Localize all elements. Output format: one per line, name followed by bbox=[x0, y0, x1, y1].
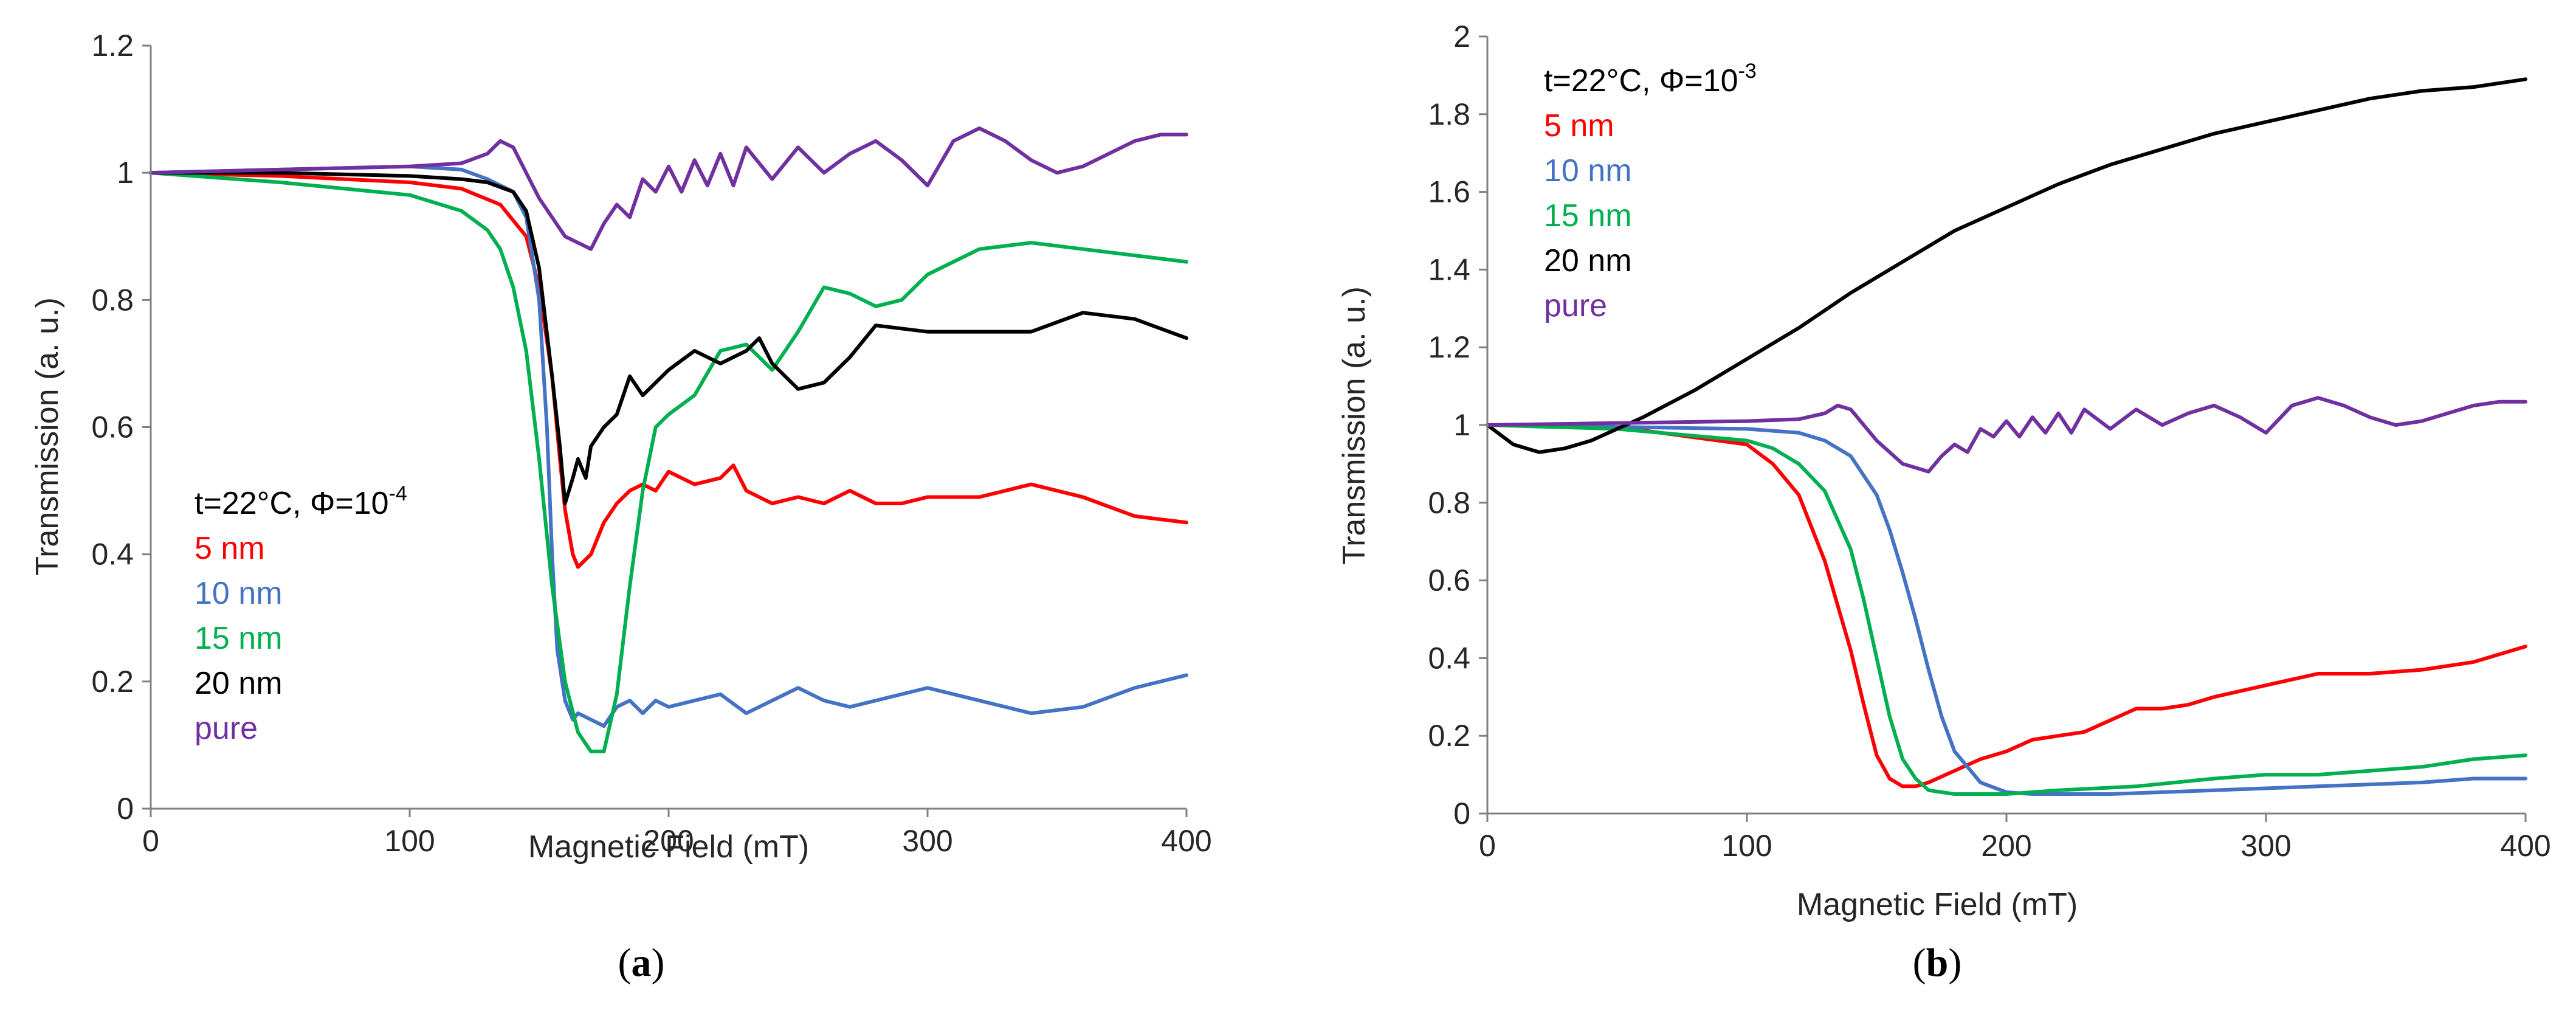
x-axis-title-b: Magnetic Field (mT) bbox=[1797, 887, 2078, 922]
x-tick-label-a: 200 bbox=[643, 824, 694, 858]
y-tick-label-b: 1.6 bbox=[1428, 175, 1470, 209]
legend-title-exponent-a: -4 bbox=[389, 482, 407, 505]
series-line-pure-b bbox=[1486, 396, 2527, 474]
series-line-10-nm-b bbox=[1486, 423, 2527, 796]
x-tick-label-b: 0 bbox=[1479, 829, 1496, 863]
y-tick-label-a: 0.6 bbox=[91, 410, 134, 444]
panel-label-b-letter: b bbox=[1926, 941, 1949, 985]
y-tick-label-b: 1 bbox=[1453, 408, 1470, 442]
legend-title-main-b: t=22°C, Φ=10 bbox=[1544, 63, 1738, 98]
y-tick-label-b: 0.8 bbox=[1428, 486, 1470, 520]
legend-entry-10-nm-a: 10 nm bbox=[195, 576, 283, 611]
legend-title-exponent-b: -3 bbox=[1738, 60, 1757, 83]
legend-title-a: t=22°C, Φ=10-4 bbox=[195, 482, 407, 521]
y-tick-label-b: 1.8 bbox=[1428, 97, 1470, 131]
series-line-15-nm-b bbox=[1486, 423, 2527, 796]
x-tick-label-a: 100 bbox=[384, 824, 435, 858]
x-tick-label-b: 200 bbox=[1981, 829, 2031, 863]
y-tick-label-b: 0.4 bbox=[1428, 641, 1470, 675]
x-tick-label-a: 300 bbox=[902, 824, 952, 858]
y-tick-label-b: 1.4 bbox=[1428, 252, 1470, 286]
y-tick-label-a: 0.8 bbox=[91, 283, 134, 317]
series-line-20-nm-a bbox=[149, 171, 1188, 505]
panel-label-a-letter: a bbox=[632, 941, 652, 985]
y-tick-label-b: 0.6 bbox=[1428, 564, 1470, 598]
series-line-5-nm-b bbox=[1486, 423, 2527, 789]
legend-entry-10-nm-b: 10 nm bbox=[1544, 153, 1632, 188]
y-tick-label-b: 0 bbox=[1453, 797, 1470, 831]
series-line-pure-a bbox=[149, 126, 1188, 251]
y-axis-title-a: Transmission (a. u.) bbox=[30, 297, 65, 576]
legend-a: t=22°C, Φ=10-4 5 nm 10 nm 15 nm 20 nm pure bbox=[195, 482, 407, 746]
chart-panel-a: 0 100 200 300 400 0 0.2 0.4 0.6 0.8 1 1.2 Magnetic … bbox=[30, 29, 1212, 985]
chart-panel-b: 0 100 200 300 400 0 0.2 0.4 0.6 0.8 1 1.2 1.4 1.6 1.8 2… bbox=[1337, 19, 2551, 985]
y-axis-title-b: Transmission (a. u.) bbox=[1337, 286, 1372, 565]
y-tick-label-b: 1.2 bbox=[1428, 330, 1470, 364]
x-tick-label-b: 400 bbox=[2500, 829, 2550, 863]
legend-b: t=22°C, Φ=10-3 5 nm 10 nm 15 nm 20 nm pure bbox=[1544, 60, 1757, 323]
panel-label-a: (a) bbox=[618, 941, 665, 985]
x-tick-label-b: 300 bbox=[2240, 829, 2291, 863]
y-tick-label-b: 0.2 bbox=[1428, 719, 1470, 753]
axes-a: 0 100 200 300 400 0 0.2 0.4 0.6 0.8 1 1.2 bbox=[91, 29, 1211, 858]
legend-entry-5-nm-b: 5 nm bbox=[1544, 108, 1614, 143]
x-tick-label-b: 100 bbox=[1721, 829, 1772, 863]
legend-entry-20-nm-b: 20 nm bbox=[1544, 243, 1632, 278]
y-tick-label-a: 0 bbox=[117, 792, 134, 826]
y-tick-label-a: 0.2 bbox=[91, 665, 134, 699]
legend-title-b: t=22°C, Φ=10-3 bbox=[1544, 60, 1757, 98]
x-tick-label-a: 0 bbox=[142, 824, 159, 858]
y-tick-label-a: 1.2 bbox=[91, 29, 134, 63]
series-line-15-nm-a bbox=[149, 171, 1188, 753]
legend-entry-pure-b: pure bbox=[1544, 288, 1607, 323]
legend-entry-15-nm-a: 15 nm bbox=[195, 621, 283, 656]
legend-entry-pure-a: pure bbox=[195, 711, 258, 746]
y-tick-label-a: 1 bbox=[117, 156, 134, 190]
legend-entry-15-nm-b: 15 nm bbox=[1544, 198, 1632, 233]
legend-title-main-a: t=22°C, Φ=10 bbox=[195, 486, 389, 521]
axes-b: 0 100 200 300 400 0 0.2 0.4 0.6 0.8 1 1.2 1.4 1.6 1.8 2 bbox=[1428, 19, 2550, 863]
legend-entry-20-nm-a: 20 nm bbox=[195, 666, 283, 701]
series-line-20-nm-b bbox=[1486, 77, 2527, 454]
y-tick-label-a: 0.4 bbox=[91, 537, 134, 572]
x-tick-label-a: 400 bbox=[1161, 824, 1211, 858]
panel-label-b: (b) bbox=[1913, 941, 1962, 985]
series-line-10-nm-a bbox=[149, 164, 1188, 728]
x-axis-title-a: Magnetic Field (mT) bbox=[528, 829, 809, 865]
legend-entry-5-nm-a: 5 nm bbox=[195, 531, 265, 566]
y-tick-label-b: 2 bbox=[1453, 19, 1470, 54]
plot-series-b bbox=[1486, 77, 2527, 796]
plot-series-a bbox=[149, 126, 1188, 753]
